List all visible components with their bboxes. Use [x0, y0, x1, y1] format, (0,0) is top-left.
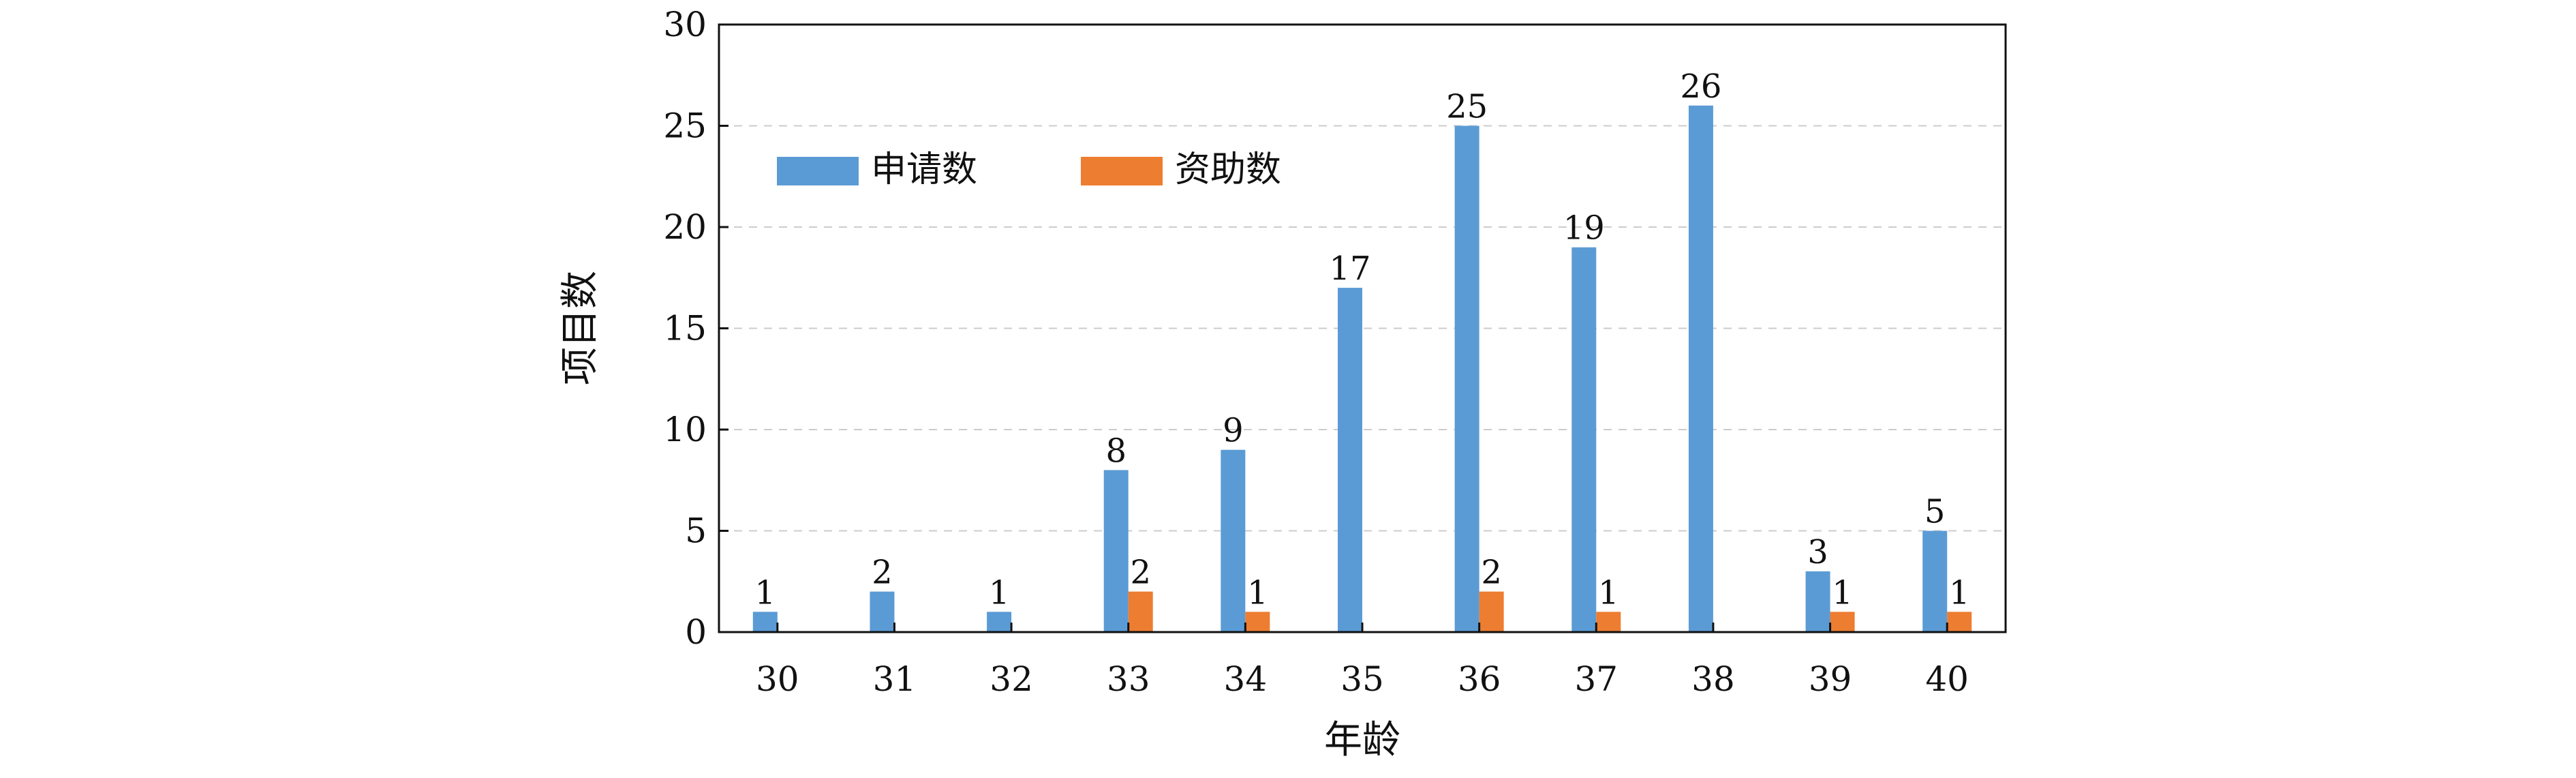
- bar-apply: [1454, 125, 1479, 632]
- y-tick-label: 30: [663, 5, 707, 44]
- bar-fund: [1128, 591, 1153, 632]
- x-tick-label: 36: [1458, 659, 1501, 699]
- x-tick-label: 32: [990, 659, 1033, 699]
- data-label-apply: 19: [1563, 209, 1605, 248]
- y-tick-label: 10: [663, 410, 707, 449]
- bars-layer: [752, 105, 1972, 633]
- data-label-fund: 1: [1598, 573, 1619, 612]
- bar-apply: [987, 612, 1012, 632]
- legend-swatch-apply: [777, 157, 859, 185]
- bar-fund: [1596, 612, 1621, 632]
- y-tick-label: 25: [663, 106, 707, 146]
- x-tick-label: 34: [1224, 659, 1268, 699]
- x-tick-label: 37: [1574, 659, 1618, 699]
- data-label-apply: 8: [1105, 432, 1126, 470]
- x-tick-label: 38: [1691, 659, 1735, 699]
- data-label-apply: 2: [872, 554, 893, 592]
- bar-fund: [1245, 612, 1270, 632]
- x-tick-label: 40: [1925, 659, 1969, 699]
- y-tick-label: 0: [685, 612, 707, 652]
- legend: 申请数 资助数: [777, 149, 1281, 190]
- bar-apply: [1805, 571, 1830, 632]
- bar-apply: [870, 591, 895, 632]
- bar-apply: [1922, 530, 1948, 632]
- data-label-fund: 1: [1832, 573, 1853, 612]
- data-label-apply: 9: [1223, 412, 1244, 450]
- data-label-apply: 26: [1680, 68, 1721, 106]
- x-tick-label: 35: [1340, 659, 1384, 699]
- bar-apply: [1103, 470, 1129, 632]
- data-label-apply: 25: [1446, 88, 1488, 126]
- data-label-apply: 5: [1925, 493, 1946, 531]
- x-tick-label: 33: [1107, 659, 1150, 699]
- legend-swatch-fund: [1081, 157, 1163, 185]
- bar-fund: [1479, 591, 1504, 632]
- bar-apply: [1338, 288, 1362, 632]
- legend-label-fund: 资助数: [1175, 149, 1281, 190]
- bar-apply: [1688, 105, 1713, 633]
- x-tick-label: 30: [756, 659, 799, 699]
- data-label-fund: 2: [1130, 554, 1151, 592]
- data-label-apply: 1: [755, 573, 776, 612]
- data-label-fund: 2: [1481, 554, 1502, 592]
- y-tick-label: 15: [663, 309, 707, 348]
- data-label-apply: 1: [989, 573, 1010, 612]
- x-tick-label: 39: [1809, 659, 1852, 699]
- data-label-fund: 1: [1949, 573, 1970, 612]
- bar-apply: [1571, 247, 1597, 632]
- bar-apply: [752, 612, 778, 632]
- x-axis-label: 年龄: [1324, 718, 1400, 762]
- y-axis-label: 项目数: [558, 271, 602, 385]
- bar-fund: [1830, 612, 1855, 632]
- y-tick-label: 20: [663, 207, 707, 247]
- legend-label-apply: 申请数: [871, 149, 977, 190]
- data-label-apply: 3: [1807, 533, 1828, 571]
- bar-fund: [1947, 612, 1972, 632]
- y-tick-label: 5: [685, 511, 707, 551]
- data-label-apply: 17: [1329, 250, 1370, 288]
- data-label-fund: 1: [1247, 573, 1268, 612]
- grid-layer: [719, 125, 2006, 532]
- bar-apply: [1221, 449, 1246, 632]
- x-tick-label: 31: [873, 659, 917, 699]
